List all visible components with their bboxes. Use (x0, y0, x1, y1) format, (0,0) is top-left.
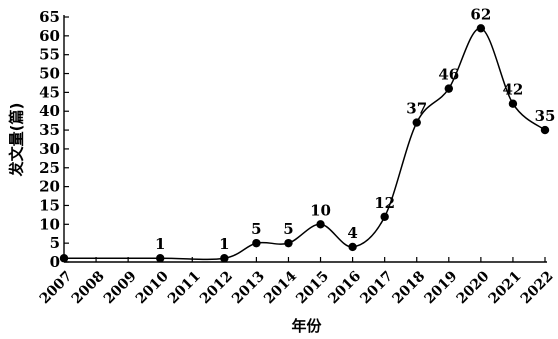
y-tick-label: 45 (39, 83, 60, 101)
data-point (380, 212, 389, 221)
data-point (252, 238, 261, 248)
y-tick-label: 30 (39, 140, 60, 158)
data-label: 12 (374, 194, 395, 212)
data-point (412, 118, 421, 127)
x-tick-label: 2018 (389, 268, 428, 307)
data-label: 35 (535, 107, 556, 125)
x-tick-label: 2016 (325, 268, 364, 307)
data-label: 42 (502, 81, 523, 99)
data-label: 1 (155, 235, 165, 253)
data-label: 4 (347, 224, 357, 242)
data-point (476, 24, 486, 33)
series (59, 24, 550, 263)
data-label: 5 (251, 220, 261, 238)
y-tick-label: 10 (39, 215, 60, 233)
x-tick-label: 2011 (165, 268, 204, 307)
x-tick-label: 2017 (357, 268, 396, 307)
x-tick-label: 2008 (69, 268, 108, 307)
y-tick-label: 50 (39, 65, 60, 83)
x-axis: 2007200820092010201120122013201420152016… (37, 257, 557, 307)
x-tick-label: 2015 (293, 268, 332, 307)
y-tick-label: 15 (39, 196, 60, 214)
data-label: 1 (219, 235, 229, 253)
data-label: 62 (470, 5, 491, 23)
x-tick-label: 2019 (422, 268, 461, 307)
y-tick-label: 25 (39, 159, 60, 177)
x-tick-label: 2009 (101, 268, 140, 307)
data-label: 10 (310, 201, 331, 219)
y-tick-label: 5 (50, 234, 60, 252)
x-axis-title: 年份 (291, 317, 322, 335)
data-point (156, 254, 165, 263)
y-tick-label: 0 (50, 253, 60, 271)
data-point (316, 220, 325, 229)
data-label: 46 (438, 66, 459, 84)
data-point (508, 99, 518, 108)
x-tick-label: 2010 (133, 268, 172, 307)
y-axis-title: 发文量(篇) (8, 103, 26, 178)
data-label: 5 (283, 220, 293, 238)
x-tick-label: 2021 (486, 268, 525, 307)
series-line (63, 27, 546, 261)
x-tick-label: 2022 (518, 268, 557, 307)
y-tick-label: 65 (39, 8, 60, 26)
data-point (540, 125, 550, 135)
data-labels: 1 1 5 5 10 4 12 37 46 62 42 35 (155, 5, 555, 253)
x-tick-label: 2020 (454, 268, 493, 307)
y-tick-label: 20 (39, 178, 60, 196)
x-tick-label: 2012 (197, 268, 236, 307)
data-point (220, 254, 229, 263)
data-point (59, 254, 69, 263)
y-tick-label: 35 (39, 121, 60, 139)
x-tick-label: 2007 (37, 268, 76, 307)
y-tick-label: 55 (39, 46, 60, 64)
data-point (444, 84, 453, 93)
y-tick-label: 40 (39, 102, 60, 120)
x-tick-label: 2013 (229, 268, 268, 307)
data-label: 37 (406, 100, 427, 118)
x-tick-label: 2014 (261, 268, 300, 307)
data-point (284, 238, 293, 248)
y-tick-label: 60 (39, 27, 60, 45)
data-point (348, 242, 357, 252)
